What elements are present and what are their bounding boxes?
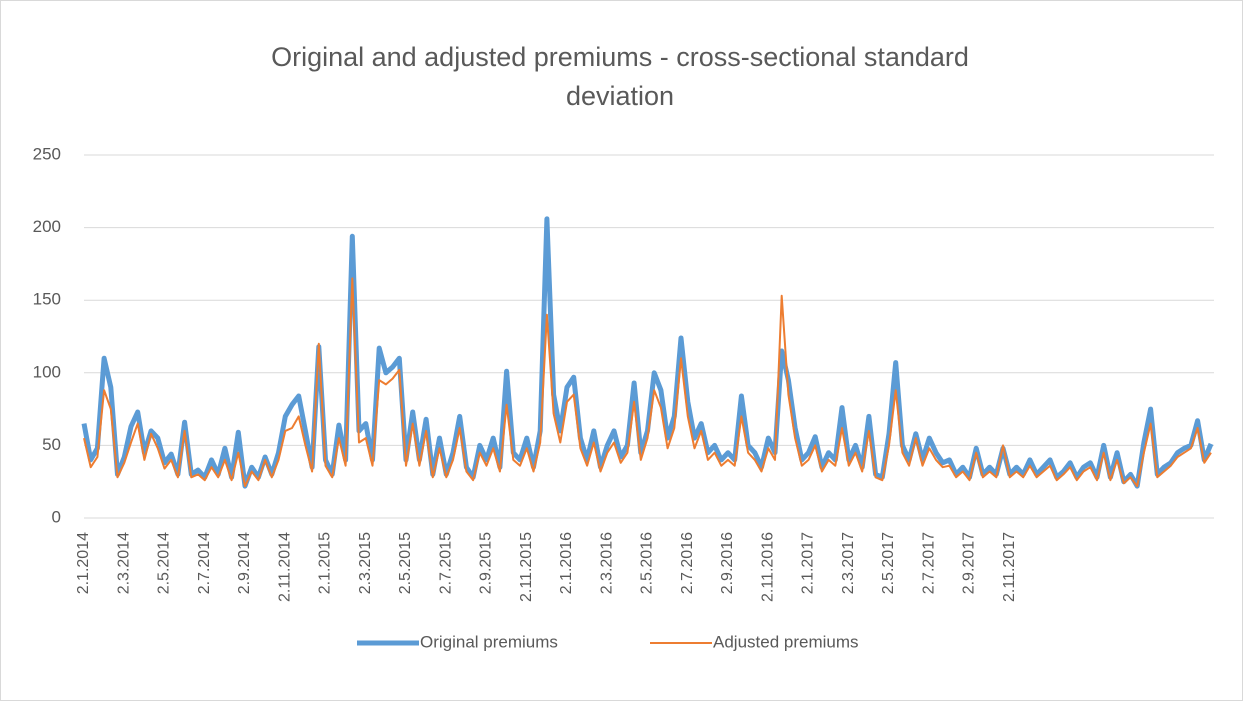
chart-title: Original and adjusted premiums - cross-s… <box>271 42 969 111</box>
x-tick-label: 2.9.2015 <box>478 532 495 594</box>
x-tick-label: 2.7.2016 <box>679 532 696 594</box>
x-tick-label: 2.1.2017 <box>800 532 817 594</box>
x-tick-label: 2.9.2014 <box>236 532 253 594</box>
y-tick-label: 100 <box>33 362 61 381</box>
x-tick-label: 2.11.2017 <box>1001 532 1018 602</box>
legend-label: Original premiums <box>420 632 558 651</box>
x-tick-label: 2.1.2016 <box>558 532 575 594</box>
y-tick-label: 50 <box>42 435 61 454</box>
legend-label: Adjusted premiums <box>713 632 859 651</box>
data-line <box>83 277 1212 488</box>
y-tick-label: 150 <box>33 290 61 309</box>
x-tick-label: 2.3.2016 <box>598 532 615 594</box>
x-tick-label: 2.5.2017 <box>880 532 897 594</box>
x-tick-label: 2.7.2014 <box>196 532 213 594</box>
y-tick-label: 0 <box>52 507 61 526</box>
y-tick-label: 250 <box>33 144 61 163</box>
x-tick-label: 2.3.2015 <box>357 532 374 594</box>
x-tick-label: 2.5.2015 <box>397 532 414 594</box>
x-tick-label: 2.9.2016 <box>719 532 736 594</box>
x-tick-label: 2.9.2017 <box>961 532 978 594</box>
x-tick-label: 2.1.2014 <box>75 532 92 594</box>
x-tick-label: 2.7.2015 <box>437 532 454 594</box>
x-tick-label: 2.11.2014 <box>276 532 293 602</box>
x-tick-label: 2.1.2015 <box>317 532 334 594</box>
y-tick-label: 200 <box>33 217 61 236</box>
x-tick-label: 2.11.2016 <box>759 532 776 602</box>
x-tick-label: 2.5.2014 <box>156 532 173 594</box>
x-tick-label: 2.5.2016 <box>639 532 656 594</box>
x-tick-label: 2.11.2015 <box>518 532 535 602</box>
x-tick-label: 2.3.2017 <box>840 532 857 594</box>
x-tick-label: 2.7.2017 <box>920 532 937 594</box>
x-tick-label: 2.3.2014 <box>115 532 132 594</box>
